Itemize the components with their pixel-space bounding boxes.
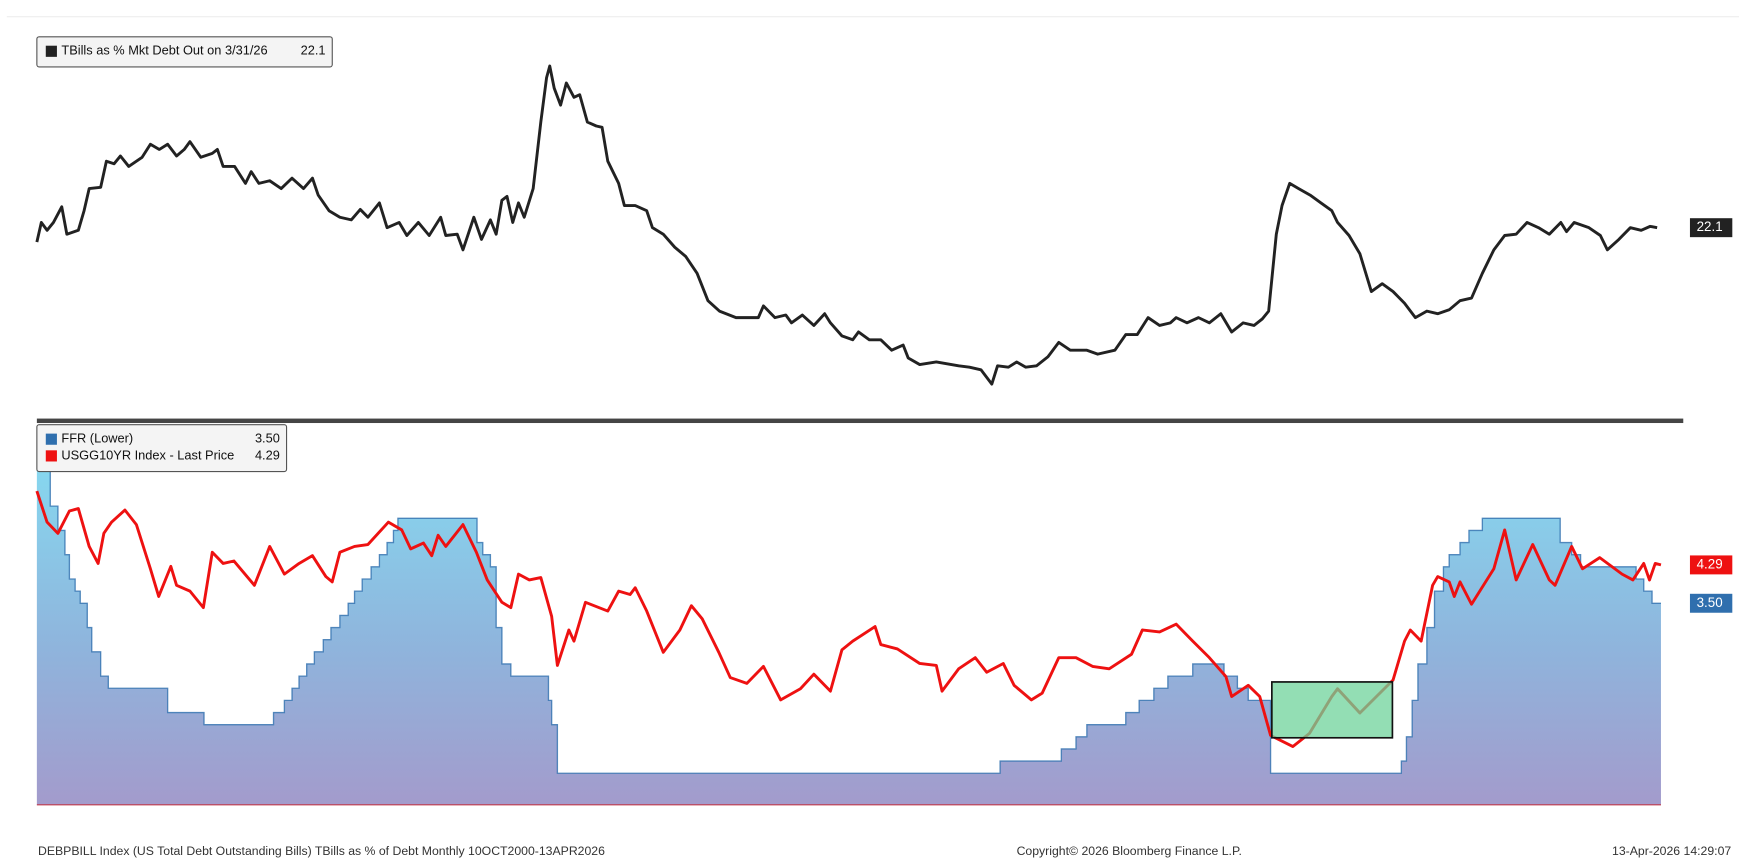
legend-label: TBills as % Mkt Debt Out on 3/31/26: [61, 43, 267, 58]
series-line: [35, 490, 1662, 748]
footer-right: 13-Apr-2026 14:29:07: [1612, 844, 1731, 858]
legend-label: USGG10YR Index - Last Price: [61, 447, 234, 462]
last-value-tag: [1689, 593, 1733, 613]
footer-left: DEBPBILL Index (US Total Debt Outstandin…: [38, 844, 605, 858]
last-value-tag: [1689, 218, 1733, 238]
last-value-label: 4.29: [1697, 556, 1723, 571]
legend-swatch: [45, 450, 57, 462]
last-value-label: 22.1: [1697, 219, 1723, 234]
legend-swatch: [45, 433, 57, 445]
series-line: [35, 64, 1658, 386]
legend-box: [36, 36, 333, 68]
series-step-line: [36, 456, 1661, 774]
legend-box: [36, 424, 288, 473]
legend-value: 22.1: [301, 43, 326, 58]
panel-separator: [36, 418, 1684, 424]
legend-swatch: [45, 45, 57, 57]
legend-label: FFR (Lower): [61, 431, 133, 446]
legend-value: 4.29: [255, 447, 280, 462]
highlight-box: [1271, 681, 1394, 739]
last-value-tag: [1689, 555, 1733, 575]
last-value-label: 3.50: [1697, 595, 1723, 610]
footer-center: Copyright© 2026 Bloomberg Finance L.P.: [1017, 844, 1242, 858]
marks-layer: [35, 64, 1662, 748]
overlay-layer: TBills as % Mkt Debt Out on 3/31/26 22.1 2…: [36, 36, 1733, 739]
legend-value: 3.50: [255, 431, 280, 446]
